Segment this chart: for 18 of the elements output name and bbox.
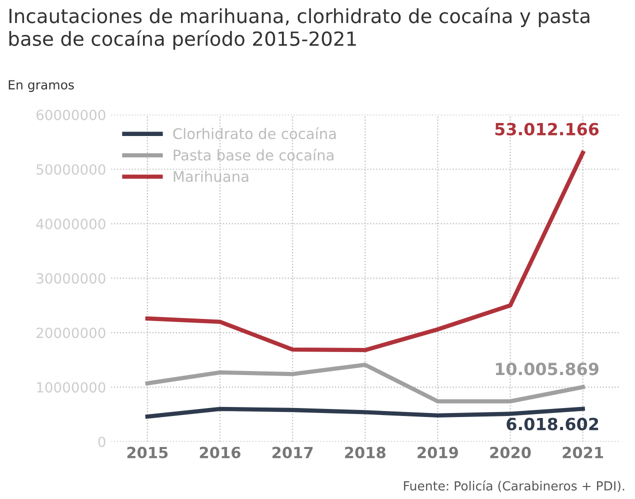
line-series xyxy=(145,406,585,419)
x-tick-label: 2018 xyxy=(345,446,386,458)
x-tick-label: 2016 xyxy=(200,446,240,458)
chart-title: Incautaciones de marihuana, clorhidrato de cocaína y pasta base de cocaína período 2015-2021 xyxy=(9,7,590,50)
x-tick-label: 2015 xyxy=(127,446,168,458)
chart-subtitle: En gramos xyxy=(8,80,74,92)
annotation: 6.018.602 xyxy=(506,418,598,430)
legend-label: Clorhidrato de cocaína xyxy=(173,127,336,140)
x-tick-label: 2017 xyxy=(272,446,313,458)
line-series xyxy=(145,150,585,352)
legend-label: Pasta base de cocaína xyxy=(174,148,334,161)
source-note: Fuente: Policía (Carabineros + PDI). xyxy=(404,480,624,492)
annotation: 10.005.869 xyxy=(496,362,598,376)
x-tick-label: 2019 xyxy=(418,446,458,458)
annotation: 53.012.166 xyxy=(495,122,599,136)
x-tick-label: 2021 xyxy=(562,446,604,458)
legend-label: Marihuana xyxy=(174,170,248,182)
x-tick-label: 2020 xyxy=(490,446,531,458)
